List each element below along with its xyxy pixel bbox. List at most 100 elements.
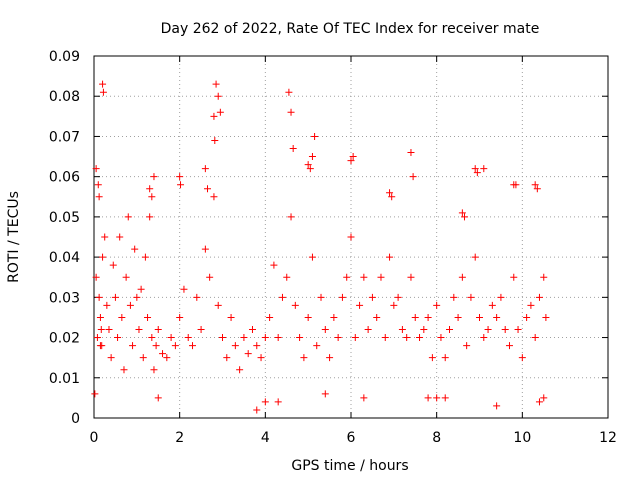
data-point [510, 273, 518, 281]
data-point [144, 313, 152, 321]
data-point [105, 326, 113, 334]
data-point [420, 326, 428, 334]
data-point [114, 334, 122, 342]
data-point [214, 301, 222, 309]
data-point [424, 313, 432, 321]
data-point [531, 181, 539, 189]
data-point [176, 173, 184, 181]
data-point [347, 233, 355, 241]
data-point [407, 149, 415, 157]
data-point [99, 80, 107, 88]
data-point [150, 173, 158, 181]
data-point [377, 273, 385, 281]
data-point [107, 354, 115, 362]
data-point [351, 334, 359, 342]
data-point [304, 161, 312, 169]
data-point [154, 326, 162, 334]
data-point [321, 390, 329, 398]
data-point [308, 253, 316, 261]
data-point [471, 253, 479, 261]
data-point [330, 313, 338, 321]
data-point [441, 354, 449, 362]
x-tick-label: 6 [347, 430, 356, 446]
data-point [338, 293, 346, 301]
data-point [433, 301, 441, 309]
grid-lines [94, 56, 608, 418]
data-point [368, 293, 376, 301]
data-point [535, 293, 543, 301]
data-point [118, 313, 126, 321]
data-point [480, 334, 488, 342]
data-point [476, 313, 483, 321]
data-point [124, 213, 132, 221]
data-point [458, 273, 466, 281]
data-point [204, 185, 212, 193]
data-point [99, 253, 107, 261]
data-point [360, 394, 368, 402]
x-tick-label: 12 [599, 430, 617, 446]
data-point [171, 342, 179, 350]
data-point [211, 136, 219, 144]
data-point [139, 354, 147, 362]
data-point [214, 92, 222, 100]
data-point [428, 354, 436, 362]
data-point [274, 398, 282, 406]
data-point [231, 342, 239, 350]
data-point [291, 301, 299, 309]
data-point [193, 293, 201, 301]
data-point [159, 350, 167, 358]
data-point [347, 157, 355, 165]
data-point [167, 334, 175, 342]
data-point [390, 301, 398, 309]
x-tick-label: 8 [432, 430, 441, 446]
data-point [535, 398, 543, 406]
data-point [300, 354, 308, 362]
data-point [97, 326, 105, 334]
data-point [216, 108, 224, 116]
data-point [135, 326, 143, 334]
data-point [523, 313, 531, 321]
data-point [240, 334, 248, 342]
data-point [407, 273, 415, 281]
data-point [403, 334, 411, 342]
data-point [388, 193, 396, 201]
data-point [120, 366, 128, 374]
data-point [512, 181, 520, 189]
x-ticks: 0 2 4 6 8 10 12 [90, 56, 617, 446]
data-point [227, 313, 235, 321]
y-tick-label: 0 [71, 411, 80, 427]
data-point [289, 145, 297, 153]
data-point [321, 326, 329, 334]
data-point [308, 153, 316, 161]
data-point [101, 233, 109, 241]
data-point [497, 293, 505, 301]
data-point [450, 293, 458, 301]
data-point [501, 326, 509, 334]
data-point [236, 366, 244, 374]
data-point [514, 326, 522, 334]
data-point [285, 88, 293, 96]
data-point [184, 334, 192, 342]
y-tick-label: 0.09 [49, 49, 80, 65]
data-points [91, 80, 550, 414]
data-point [122, 273, 130, 281]
data-point [210, 112, 218, 120]
data-point [416, 334, 424, 342]
data-point [126, 301, 134, 309]
data-point [109, 261, 117, 269]
data-point [176, 313, 184, 321]
data-point [343, 273, 351, 281]
data-point [296, 334, 304, 342]
data-point [386, 253, 394, 261]
data-point [411, 313, 419, 321]
x-axis-label: GPS time / hours [291, 458, 408, 474]
data-point [493, 402, 501, 410]
data-point [317, 293, 325, 301]
y-tick-label: 0.05 [49, 210, 80, 226]
data-point [197, 326, 205, 334]
data-point [540, 273, 548, 281]
data-point [201, 245, 209, 253]
data-point [433, 394, 441, 402]
data-point [253, 406, 261, 414]
data-point [244, 350, 252, 358]
